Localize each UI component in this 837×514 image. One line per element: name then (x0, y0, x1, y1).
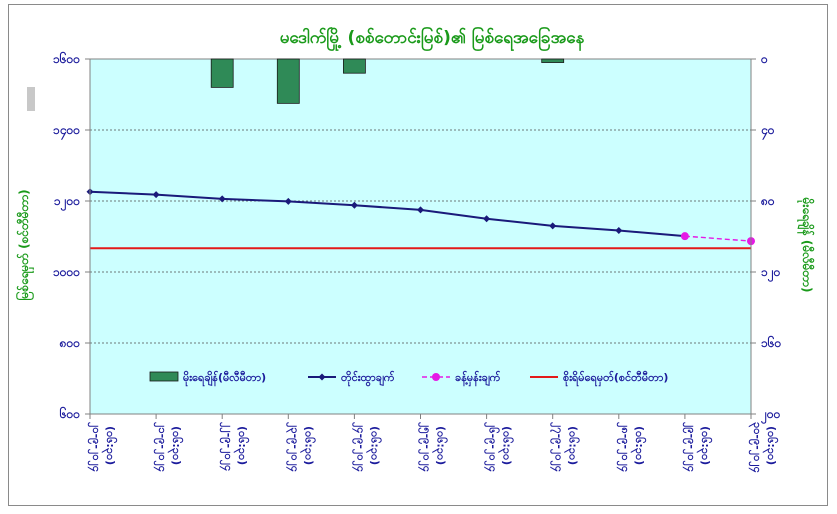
x-tick-label: ၂၅-၉-၂၀၂၄ (၀၆:၃၀) (418, 422, 448, 472)
x-tick-time: (၀၆:၃၀) (432, 426, 448, 465)
x-tick-time: (၀၆:၃၀) (630, 426, 646, 465)
x-tick-date: ၂၉-၉-၂၀၂၄ (682, 422, 698, 472)
left-tick-label: ၁၀၀၀ (53, 265, 80, 279)
x-tick-date: ၂၃-၉-၂၀၂၄ (285, 422, 301, 472)
rainfall-bar (210, 58, 234, 88)
x-tick-date: ၃၀-၉-၂၀၂၄ (748, 422, 764, 473)
right-tick-label: ၁၂၀ (761, 265, 781, 283)
x-tick-time: (၀၆:၃၀) (101, 426, 117, 465)
x-tick-date: ၂၈-၉-၂၀၂၄ (616, 422, 632, 472)
rainfall-bar (276, 58, 300, 104)
legend-label: တိုင်းထွာချက် (341, 370, 395, 387)
left-tick-label: ၁၆၀၀ (53, 50, 80, 66)
observed-point (218, 195, 226, 203)
x-tick-label: ၂၉-၉-၂၀၂၄ (၀၆:၃၀) (682, 422, 712, 472)
right-axis-label: မိုးရေချိန် (မီလီမီတာ) (796, 197, 816, 293)
observed-point (615, 226, 623, 234)
x-tick-time: (၀၆:၃၀) (498, 426, 514, 465)
x-tick-date: ၂၄-၉-၂၀၂၄ (351, 422, 367, 472)
left-axis-label: မြစ်ရေမှတ် (စင်တီမီတာ) (14, 189, 35, 300)
x-tick-time: (၀၆:၃၀) (167, 426, 183, 465)
x-tick-time: (၀၆:၃၀) (564, 426, 580, 465)
right-tick-label: ၁၆၀ (761, 334, 782, 350)
x-tick-label: ၂၈-၉-၂၀၂၄ (၀၆:၃၀) (616, 422, 646, 472)
observed-point (284, 197, 292, 205)
x-tick-time: (၀၆:၃၀) (696, 426, 712, 465)
x-tick-label: ၂၂-၉-၂၀၂၄ (၀၆:၃၀) (219, 422, 249, 471)
rainfall-bar (342, 58, 366, 74)
rainfall-bar (541, 58, 565, 63)
observed-point (417, 206, 424, 214)
right-tick-label: ၂၀၀ (760, 407, 781, 425)
left-axis: ၆၀၀ ၈၀၀ ၁၀၀၀ ၁၂၀၀ ၁၄၀၀ ၁၆၀၀ (53, 50, 91, 421)
x-tick-time: (၀၆:၃၀) (299, 426, 315, 465)
left-tick-label: ၈၀၀ (59, 336, 81, 350)
series-lines (86, 188, 755, 250)
selection-marker (27, 87, 35, 111)
left-tick-label: ၁၄၀၀ (53, 123, 80, 141)
x-tick-date: ၂၁-၉-၂၀၂၄ (153, 422, 169, 472)
forecast-line (684, 235, 752, 242)
legend-marker-forecast (432, 373, 440, 381)
x-tick-label: ၂၄-၉-၂၀၂၄ (၀၆:၃၀) (351, 422, 381, 472)
x-tick-time: (၀၆:၃၀) (365, 426, 381, 465)
right-tick-label: ၀ (760, 52, 768, 66)
x-tick-date: ၂၅-၉-၂၀၂၄ (418, 422, 434, 472)
x-tick-date: ၂၆-၉-၂၀၂၄ (484, 422, 500, 472)
rainfall-bars (210, 58, 565, 104)
x-tick-label: ၃၀-၉-၂၀၂၄ (၀၆:၃၀) (748, 422, 778, 473)
x-tick-label: ၂၇-၉-၂၀၂၄ (၀၆:၃၀) (550, 422, 580, 472)
left-tick-label: ၆၀၀ (59, 405, 81, 421)
left-tick-label: ၁၂၀၀ (54, 194, 80, 212)
x-tick-time: (၀၆:၃၀) (762, 426, 778, 465)
x-tick-date: ၂၂-၉-၂၀၂၄ (219, 422, 235, 471)
right-tick-label: ၈၀ (760, 194, 775, 208)
legend: မိုးရေချိန်(မီလီမီတာ) တိုင်းထွာချက် ခန့်မှ… (149, 370, 668, 387)
legend-swatch-rainfall (149, 371, 179, 382)
x-tick-label: ၂၆-၉-၂၀၂၄ (၀၆:၃၀) (484, 422, 514, 472)
x-axis: ၂၀-၉-၂၀၂၄ (၀၆:၃၀) ၂၁-၉-၂၀၂၄ (၀၆:၃၀) ၂၂-၉-၂၀၂… (87, 414, 778, 473)
x-tick-time: (၀၆:၃၀) (233, 426, 249, 465)
legend-label: စိုးရိမ်ရေမှတ်(စင်တီမီတာ) (563, 370, 668, 387)
x-tick-date: ၂၇-၉-၂၀၂၄ (550, 422, 566, 472)
observed-point (483, 215, 491, 223)
x-tick-date: ၂၀-၉-၂၀၂၄ (87, 422, 103, 472)
legend-label: မိုးရေချိန်(မီလီမီတာ) (183, 370, 266, 387)
forecast-point (680, 232, 689, 241)
chart-title: မဒေါက်မြို့ (စစ်တောင်းမြစ်)၏ မြစ်ရေအခြေအ… (280, 25, 585, 52)
legend-label: ခန့်မှန်းချက် (455, 370, 501, 387)
x-tick-label: ၂၁-၉-၂၀၂၄ (၀၆:၃၀) (153, 422, 183, 472)
observed-point (549, 222, 557, 230)
plot-area (89, 58, 752, 415)
observed-point (152, 191, 160, 199)
legend-marker-observed (318, 373, 326, 381)
x-tick-label: ၂၀-၉-၂၀၂၄ (၀၆:၃၀) (87, 422, 117, 472)
right-tick-label: ၄၀ (760, 123, 775, 141)
observed-line (89, 190, 685, 238)
observed-point (350, 201, 358, 209)
x-tick-label: ၂၃-၉-၂၀၂၄ (၀၆:၃၀) (285, 422, 315, 472)
